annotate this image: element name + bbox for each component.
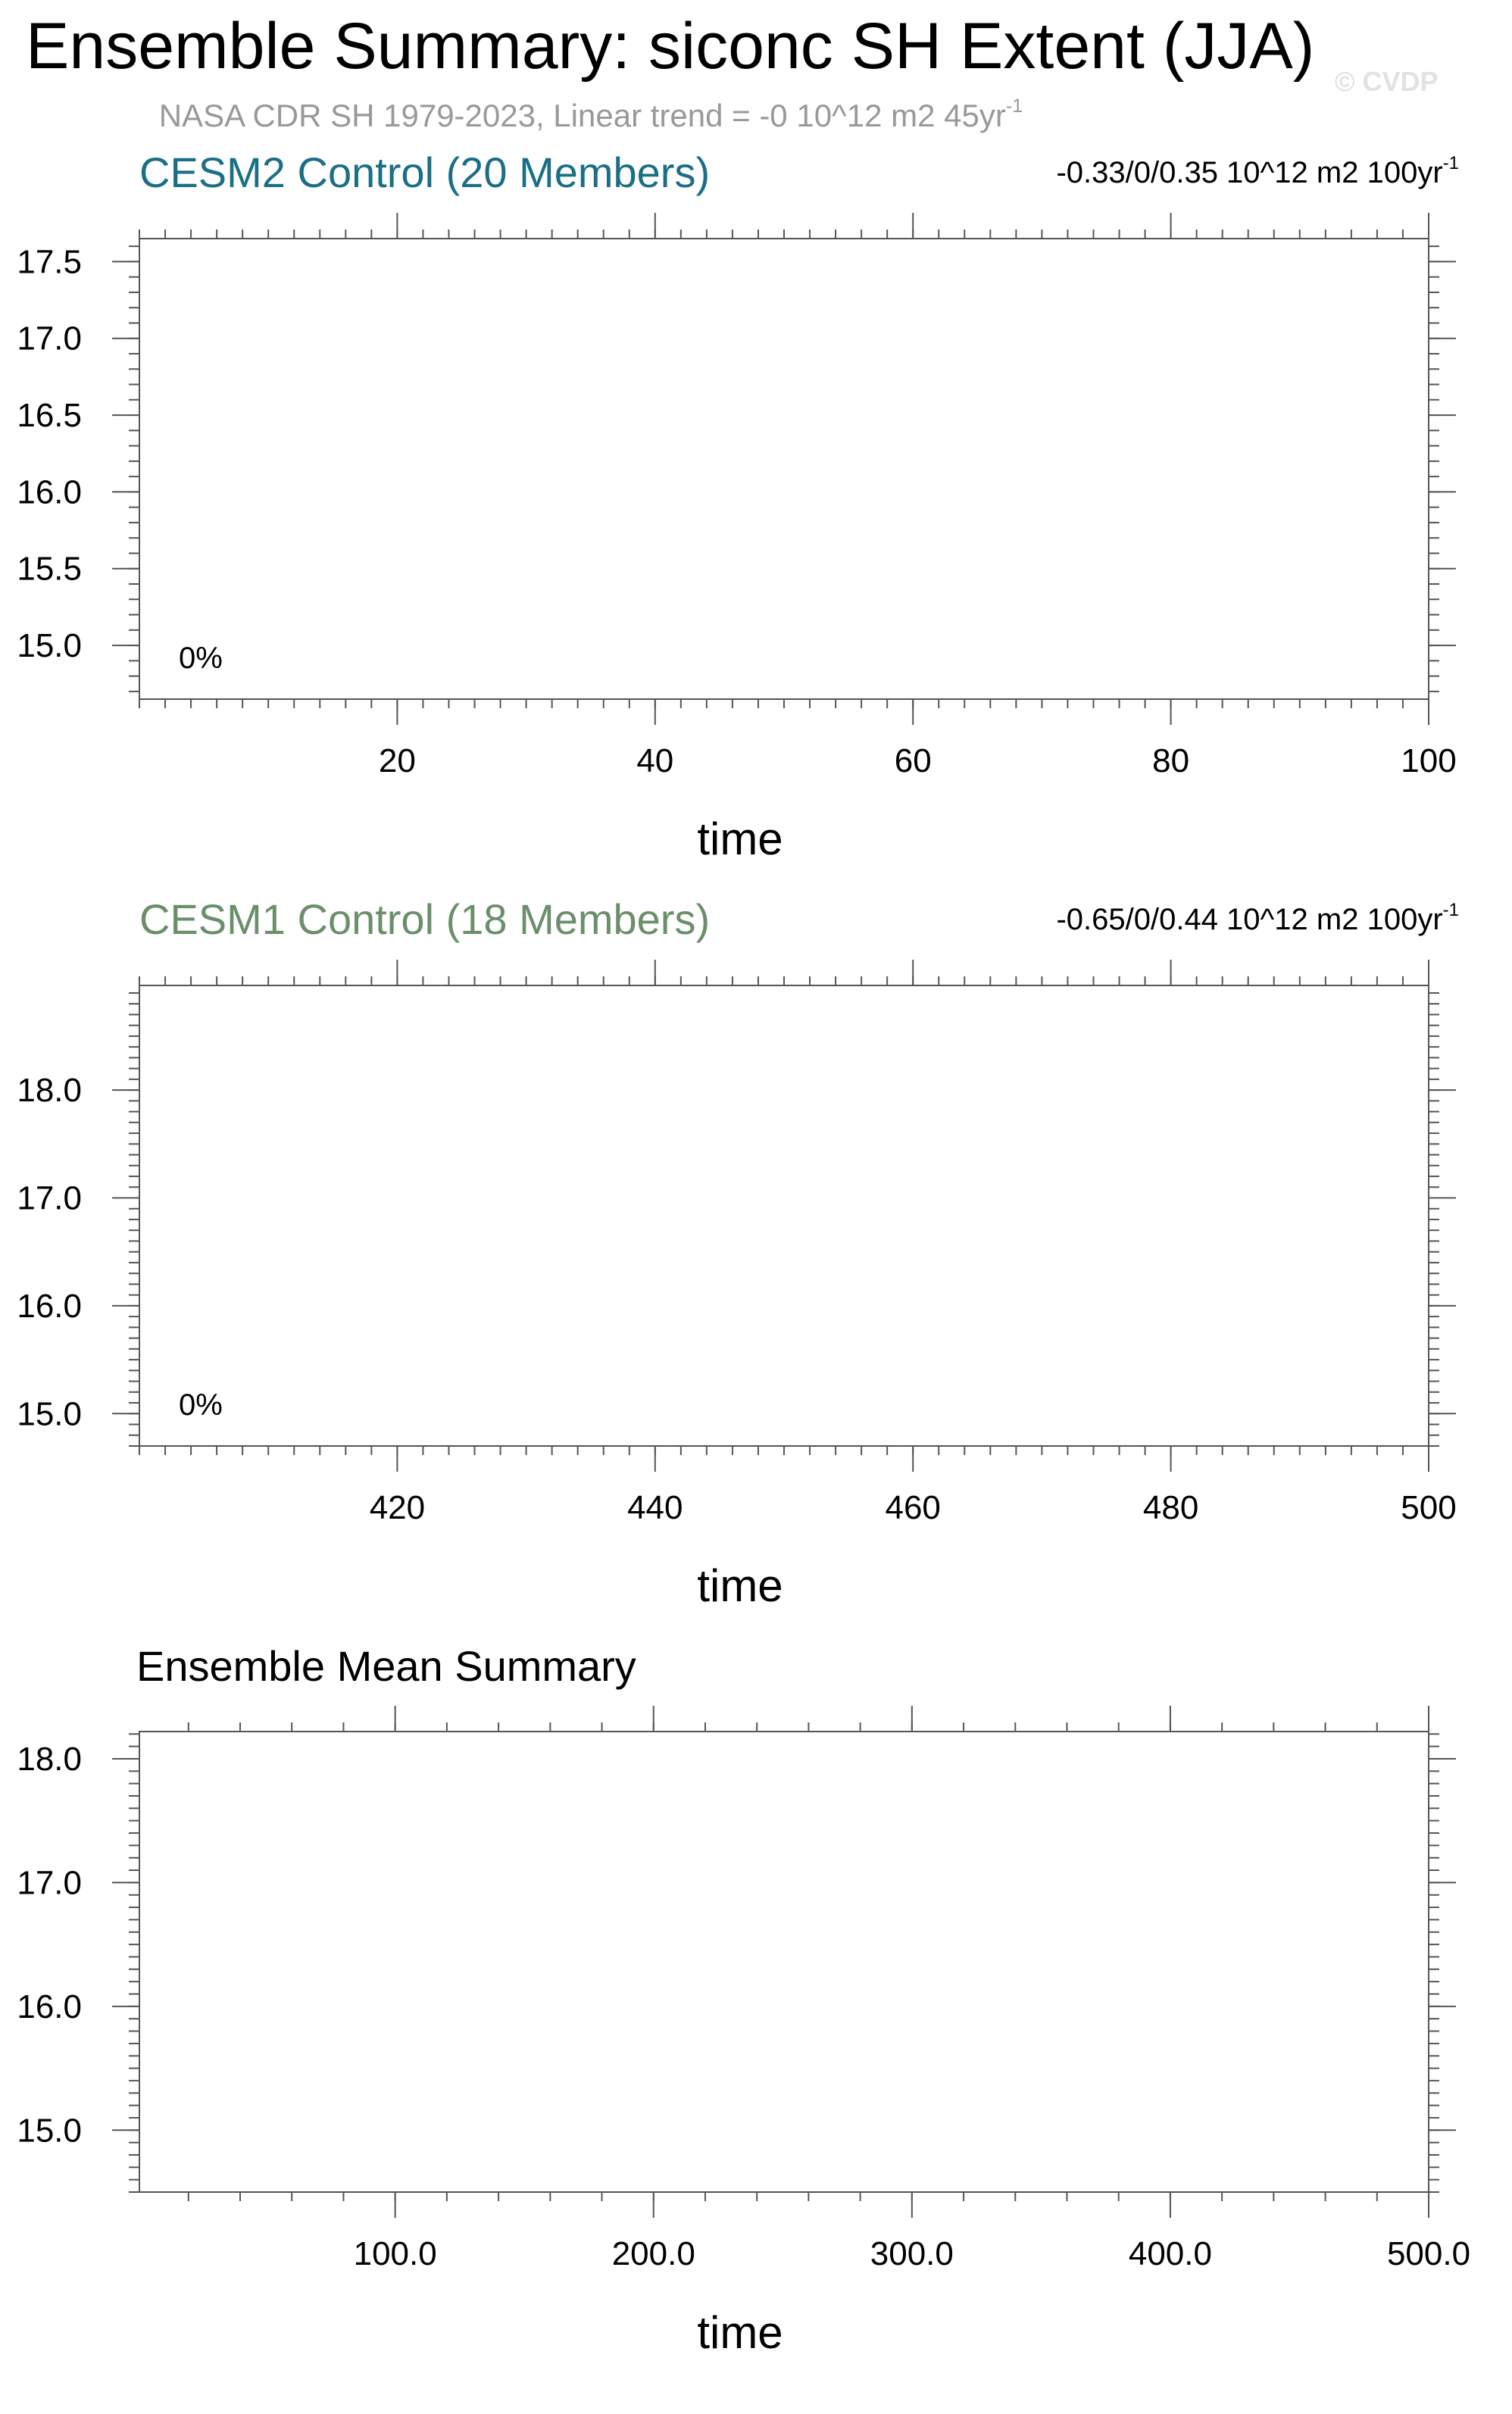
panel-2-trend-range: -0.65/0/0.44 10^12 m2 100yr-1 bbox=[1056, 901, 1459, 936]
panel-3-y-tick-label: 15.0 bbox=[17, 2112, 82, 2149]
panel-2-plot-frame bbox=[139, 985, 1429, 1447]
panel-1-range-sup: -1 bbox=[1442, 153, 1459, 173]
panel-3-y-tick-label: 17.0 bbox=[17, 1864, 82, 1901]
cvdp-watermark: © CVDP bbox=[1335, 66, 1439, 97]
subtitle-text: NASA CDR SH 1979-2023, Linear trend = -0… bbox=[158, 98, 1006, 133]
subtitle-superscript: -1 bbox=[1005, 95, 1023, 117]
panel-2-x-tick-label: 460 bbox=[885, 1489, 940, 1526]
panel-1-x-tick-label: 20 bbox=[379, 742, 416, 779]
panel-1-x-tick-label: 40 bbox=[636, 742, 673, 779]
panel-2-range-text: -0.65/0/0.44 10^12 m2 100yr bbox=[1056, 903, 1443, 936]
panel-3-x-tick-label: 400.0 bbox=[1129, 2235, 1212, 2272]
panel-2-y-tick-label: 17.0 bbox=[17, 1180, 82, 1217]
panel-2-title-text: CESM1 Control (18 Members) bbox=[139, 895, 711, 943]
panel-1-y-tick-label: 16.5 bbox=[17, 397, 82, 434]
figure-title: Ensemble Summary: siconc SH Extent (JJA) bbox=[26, 10, 1315, 83]
panel-3-plot-frame bbox=[139, 1731, 1429, 2193]
panel-2-title: CESM1 Control (18 Members) bbox=[139, 898, 710, 941]
panel-3-x-tick-label: 500.0 bbox=[1387, 2235, 1470, 2272]
panel-2-x-axis-label: time bbox=[697, 1560, 783, 1611]
panel-2-y-tick-label: 15.0 bbox=[17, 1395, 82, 1432]
panel-1-x-tick-label: 60 bbox=[895, 742, 932, 779]
panel-1-y-tick-label: 16.0 bbox=[17, 473, 82, 511]
panel-1-title-text: CESM2 Control (20 Members) bbox=[139, 148, 711, 196]
panel-1-range-text: -0.33/0/0.35 10^12 m2 100yr bbox=[1056, 156, 1443, 189]
panel-3-x-tick-label: 200.0 bbox=[612, 2235, 695, 2272]
panel-3-title-text: Ensemble Mean Summary bbox=[136, 1642, 636, 1690]
panel-3-x-axis-label: time bbox=[697, 2307, 783, 2358]
panel-3-y-tick-label: 16.0 bbox=[17, 1988, 82, 2025]
panel-2-y-tick-label: 18.0 bbox=[17, 1072, 82, 1109]
panel-2-x-tick-label: 480 bbox=[1143, 1489, 1198, 1526]
panel-2-range-sup: -1 bbox=[1442, 900, 1459, 920]
panel-1-y-tick-label: 15.0 bbox=[17, 627, 82, 664]
panel-1-y-tick-label: 17.5 bbox=[17, 243, 82, 280]
panel-1-trend-range: -0.33/0/0.35 10^12 m2 100yr-1 bbox=[1056, 155, 1459, 189]
panel-2-x-tick-label: 440 bbox=[627, 1489, 683, 1526]
panel-1-y-tick-label: 15.5 bbox=[17, 551, 82, 588]
panel-1-percent-annotation: 0% bbox=[179, 642, 223, 675]
panel-2-x-tick-label: 500 bbox=[1401, 1489, 1456, 1526]
panel-2-y-tick-label: 16.0 bbox=[17, 1288, 82, 1325]
panel-1-plot-frame bbox=[139, 238, 1429, 700]
panel-1-y-tick-label: 17.0 bbox=[17, 320, 82, 358]
panel-1-x-tick-label: 100 bbox=[1401, 742, 1456, 779]
panel-3-x-tick-label: 300.0 bbox=[870, 2235, 954, 2272]
panel-1-x-axis-label: time bbox=[697, 814, 783, 864]
panel-3-title: Ensemble Mean Summary bbox=[136, 1645, 636, 1688]
panel-1-x-tick-label: 80 bbox=[1152, 742, 1189, 779]
panel-3-y-tick-label: 18.0 bbox=[17, 1741, 82, 1778]
panel-1-title: CESM2 Control (20 Members) bbox=[139, 151, 710, 194]
figure-subtitle: NASA CDR SH 1979-2023, Linear trend = -0… bbox=[0, 97, 1182, 133]
panel-3-x-tick-label: 100.0 bbox=[354, 2235, 437, 2272]
panel-2-x-tick-label: 420 bbox=[370, 1489, 425, 1526]
panel-2-percent-annotation: 0% bbox=[179, 1388, 223, 1422]
